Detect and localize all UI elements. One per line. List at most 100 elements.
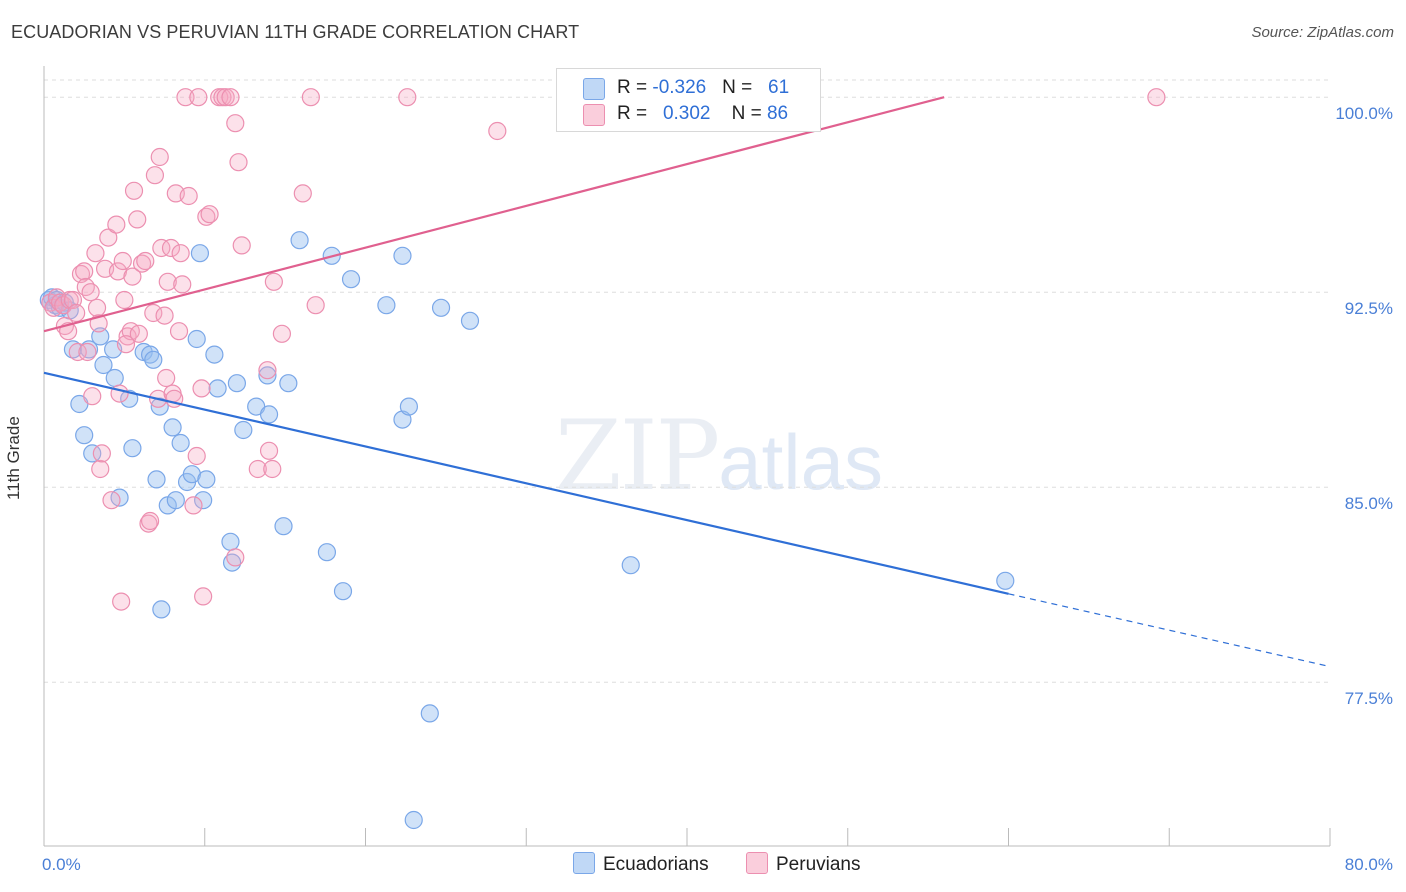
ecuadorians-point [190,244,210,263]
y-tick-label: 85.0% [1345,494,1393,513]
n-value: 61 [768,77,790,98]
ecuadorians-point [75,426,94,445]
x-tick-label: 80.0% [1345,855,1393,874]
peruvians-point [81,283,100,302]
peruvians-point [76,277,95,297]
ecuadorians-point [393,246,412,265]
peruvians-point [78,342,97,362]
ecuadorians-point [227,374,246,393]
ecuadorians-point [420,704,439,723]
ecuadorians-point [120,389,139,408]
ecuadorians-point [460,311,480,330]
n-label: N = [722,77,758,98]
stats-legend: R = -0.326 N = 61 R = 0.302 N = 86 [556,68,821,132]
bottom-legend-ecuadorians: Ecuadorians [573,852,709,876]
ecuadorians-point [221,532,240,551]
peruvians-point [226,548,245,567]
peruvians-point [92,444,111,463]
x-tick-label: 0.0% [42,855,81,874]
peruvians-point [226,114,245,133]
peruvians-point [102,491,121,510]
peruvians-point [152,238,171,258]
peruvians-point [86,244,105,263]
ecuadorians-point [208,379,227,398]
peruvians-point [144,303,163,323]
peruvians-point [192,379,211,398]
bottom-legend-swatch-pink [746,852,768,874]
peruvians-point [87,298,107,317]
ecuadorians-point [147,470,166,489]
peruvians-point [169,322,189,341]
peruvians-point [68,342,87,362]
ecuadorians-point [123,439,142,458]
ecuadorians-point [234,420,253,440]
peruvians-point [398,88,417,107]
peruvians-point [157,368,176,388]
peruvians-point [232,236,251,255]
n-value: 86 [766,103,789,124]
ecuadorians-point [197,470,216,489]
peruvians-point [258,361,277,380]
y-axis-label: 11th Grade [4,416,23,500]
ecuadorians-point [63,340,83,359]
ecuadorians-point [171,433,190,453]
peruvians-point [75,262,94,281]
r-value: -0.326 [652,77,707,98]
peruvians-point [272,324,292,343]
peruvians-point [488,121,507,141]
peruvians-point [123,267,142,286]
peruvians-point [179,186,198,206]
peruvians-point [197,207,216,226]
peruvians-point [187,446,206,466]
ecuadorians-point [163,418,182,437]
ecuadorians-point [166,491,185,510]
peruvians-point [158,272,177,291]
bottom-legend-label: Peruvians [776,854,861,875]
r-label: R = [617,77,653,98]
peruvians-point [155,306,174,325]
ecuadorians-point [399,397,419,416]
peruvians-point [124,181,144,200]
y-tick-label: 100.0% [1335,104,1393,123]
ecuadorians-point [317,543,337,562]
peruvians-point [112,592,131,611]
peruvians-point [301,88,320,107]
ecuadorians-point [105,368,124,388]
legend-swatch-pink [583,104,605,126]
ecuadorians-point [279,374,298,393]
peruvians-point [184,496,203,515]
peruvians-point [1147,88,1166,107]
peruvians-point [150,147,169,167]
peruvians-point [99,228,118,247]
watermark-main: ZIP [555,400,720,512]
peruvians-point [113,251,132,271]
peruvians-point [136,251,155,271]
ecuadorians-trend-line [43,371,1009,595]
peruvians-point [129,324,148,343]
peruvians-point [91,459,110,479]
peruvians-point [171,244,190,263]
ecuadorians-point [187,329,206,349]
ecuadorians-point [205,345,224,364]
peruvians-point [176,88,195,107]
peruvians-point [248,459,267,479]
ecuadorians-point [222,553,242,572]
ecuadorians-trend-extension [1008,593,1331,668]
peruvians-point [264,272,283,291]
watermark: ZIPatlas [555,400,883,512]
ecuadorians-point [333,582,353,601]
ecuadorians-point [431,298,451,317]
y-tick-label: 92.5% [1345,299,1393,318]
peruvians-point [115,290,134,310]
ecuadorians-point [91,327,110,346]
ecuadorians-point [996,571,1015,590]
peruvians-point [140,511,160,531]
chart-title: ECUADORIAN VS PERUVIAN 11TH GRADE CORREL… [11,22,580,42]
ecuadorians-point [258,366,277,385]
peruvians-point [293,184,312,203]
peruvians-point [128,210,147,229]
ecuadorians-point [377,296,396,315]
legend-text-peruvians: R = 0.302 N = 86 [617,103,788,125]
ecuadorians-point [621,556,640,575]
